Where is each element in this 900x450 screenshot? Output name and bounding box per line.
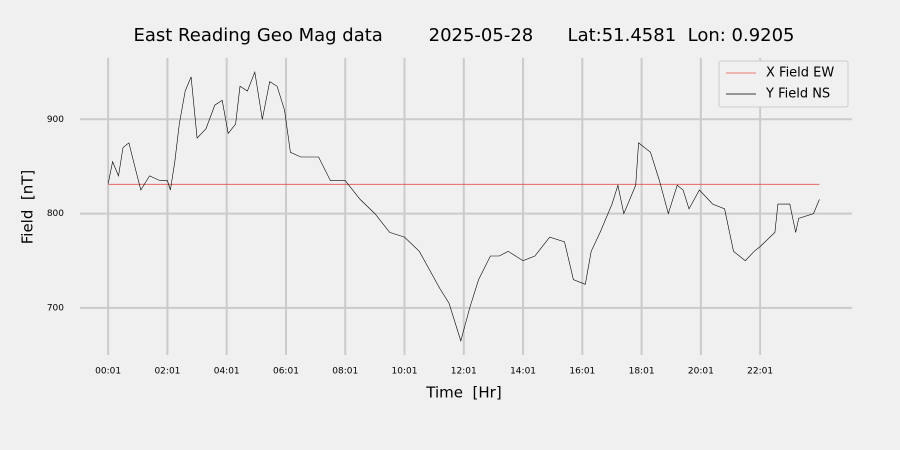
x-tick-label: 08:01 — [332, 367, 358, 377]
x-tick-label: 02:01 — [154, 367, 180, 377]
x-tick-label: 18:01 — [629, 367, 655, 377]
x-tick-label: 20:01 — [688, 367, 714, 377]
chart-title: East Reading Geo Mag data 2025-05-28 Lat… — [133, 25, 794, 46]
x-tick-label: 22:01 — [747, 367, 773, 377]
y-axis-label: Field [nT] — [19, 170, 37, 245]
x-tick-label: 16:01 — [569, 367, 595, 377]
x-tick-label: 12:01 — [451, 367, 477, 377]
y-tick-label: 700 — [47, 303, 64, 313]
legend-box — [718, 60, 849, 108]
y-tick-label: 900 — [47, 115, 64, 125]
legend: X Field EW Y Field NS — [718, 60, 849, 108]
x-tick-label: 04:01 — [214, 367, 240, 377]
x-tick-label: 00:01 — [95, 367, 121, 377]
x-tick-label: 06:01 — [273, 367, 299, 377]
data-line — [107, 70, 820, 342]
x-tick-label: 14:01 — [510, 367, 536, 377]
legend-label: X Field EW — [766, 66, 834, 81]
x-tick-label: 10:01 — [392, 367, 418, 377]
legend-label: Y Field NS — [765, 87, 830, 102]
x-axis-label: Time [Hr] — [425, 384, 501, 402]
y-tick-label: 800 — [47, 209, 64, 219]
